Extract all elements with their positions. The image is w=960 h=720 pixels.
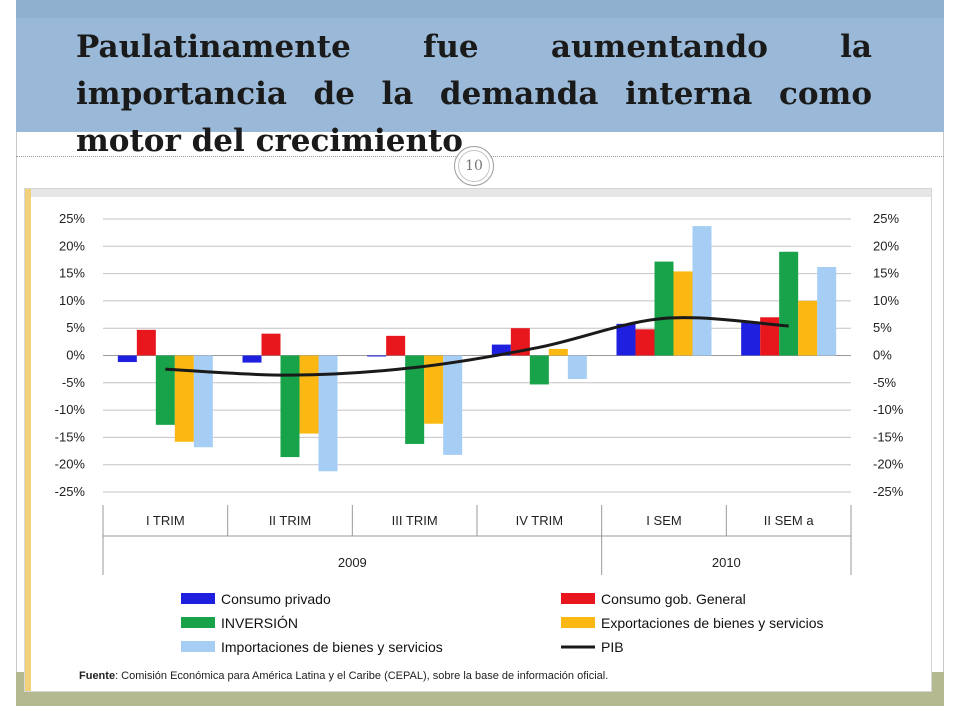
bar (779, 251, 799, 356)
y-tick-label-right: -5% (873, 375, 897, 390)
bar (261, 333, 281, 356)
y-tick-label-left: -20% (55, 457, 86, 472)
bar (318, 355, 338, 472)
legend-swatch (181, 617, 215, 628)
category-label: II TRIM (269, 513, 311, 528)
category-label: IV TRIM (516, 513, 563, 528)
slide-title-line-2: importancia de la demanda interna como (76, 76, 872, 112)
bar (760, 317, 780, 356)
bar (242, 355, 262, 363)
bar (673, 271, 693, 356)
bar (491, 344, 511, 356)
y-tick-label-right: 0% (873, 348, 892, 363)
pib-line (165, 316, 789, 377)
bar (567, 355, 587, 379)
bar (386, 335, 406, 356)
bar (529, 355, 549, 385)
y-tick-label-right: 20% (873, 238, 899, 253)
bar (443, 355, 463, 455)
bar (616, 323, 636, 356)
bar (692, 226, 712, 356)
category-label: II SEM a (764, 513, 815, 528)
bar (405, 355, 425, 444)
y-tick-label-right: 25% (873, 211, 899, 226)
slide-title-line-1: Paulatinamente fue aumentando la (76, 29, 872, 65)
group-label: 2010 (712, 555, 741, 570)
chart-image-top-edge (25, 189, 931, 197)
y-tick-label-left: 20% (59, 238, 85, 253)
group-label: 2009 (338, 555, 367, 570)
bar (117, 355, 137, 363)
legend-label: Consumo gob. General (601, 591, 746, 607)
y-tick-label-left: 5% (66, 320, 85, 335)
legend-label: PIB (601, 639, 624, 655)
legend-swatch (561, 617, 595, 628)
legend-label: INVERSIÓN (221, 615, 298, 631)
y-tick-label-left: 15% (59, 266, 85, 281)
y-tick-label-right: 10% (873, 293, 899, 308)
y-tick-label-left: -10% (55, 402, 86, 417)
category-label: I SEM (646, 513, 681, 528)
chart-image: 25% 25% 20% 20% 15% 15% 10% 10% 5% 5% 0% 0% -5% -5% -1… (24, 188, 932, 692)
y-tick-label-left: 10% (59, 293, 85, 308)
bar (155, 355, 175, 425)
y-tick-label-right: -25% (873, 484, 904, 499)
bar (136, 329, 156, 356)
category-label: I TRIM (146, 513, 185, 528)
chart-svg: 25% 25% 20% 20% 15% 15% 10% 10% 5% 5% 0% 0% -5% -5% -1… (55, 211, 904, 682)
bar (817, 267, 837, 356)
category-label: III TRIM (392, 513, 438, 528)
legend-label: Exportaciones de bienes y servicios (601, 615, 824, 631)
legend-label: Importaciones de bienes y servicios (221, 639, 443, 655)
page-number-badge: 10 (454, 146, 494, 186)
y-tick-label-right: -15% (873, 429, 904, 444)
source-text: : Comisión Económica para América Latina… (115, 670, 608, 682)
bar (654, 261, 674, 356)
y-tick-label-left: -5% (62, 375, 86, 390)
bar (741, 322, 761, 356)
y-tick-label-right: 15% (873, 266, 899, 281)
bar (367, 355, 387, 357)
legend-swatch (561, 593, 595, 604)
bar (174, 355, 194, 442)
source-note: Fuente: Comisión Económica para América … (79, 670, 608, 682)
title-band (16, 18, 944, 132)
y-tick-label-right: -10% (873, 402, 904, 417)
top-strip (16, 0, 944, 18)
bar (299, 355, 319, 434)
bar (280, 355, 300, 458)
legend-label: Consumo privado (221, 591, 331, 607)
slide-title-line-3: motor del crecimiento (76, 123, 463, 159)
slide-frame-left (16, 132, 17, 672)
y-tick-label-left: 25% (59, 211, 85, 226)
y-tick-label-left: 0% (66, 348, 85, 363)
slide-frame-right (943, 132, 944, 672)
legend-swatch (181, 641, 215, 652)
y-tick-label-left: -15% (55, 429, 86, 444)
legend-swatch (181, 593, 215, 604)
bar (548, 348, 568, 356)
slide-title: Paulatinamente fue aumentando la importa… (76, 24, 872, 165)
y-tick-label-right: 5% (873, 320, 892, 335)
bar (798, 300, 818, 356)
source-label: Fuente (79, 670, 115, 682)
y-tick-label-left: -25% (55, 484, 86, 499)
bar (424, 355, 444, 424)
chart-image-left-edge (25, 189, 31, 691)
bar (635, 329, 655, 356)
bar (193, 355, 213, 448)
y-tick-label-right: -20% (873, 457, 904, 472)
